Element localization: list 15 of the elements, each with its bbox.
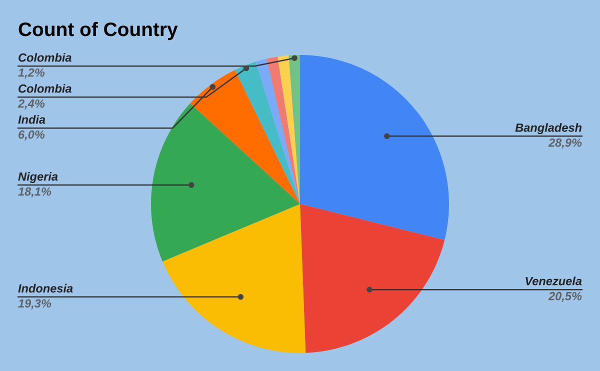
data-label: 19,3% — [18, 299, 52, 310]
slice-label: Venezuela — [526, 276, 582, 286]
data-label: 18,1% — [18, 187, 52, 198]
slice-label: Bangladesh — [515, 123, 582, 134]
chart-title: Count of Country — [18, 22, 178, 40]
data-label: 28,9% — [548, 138, 582, 149]
slice-label: Colombia — [18, 53, 72, 62]
slice-label: Nigeria — [18, 172, 58, 184]
data-label: 2,4% — [18, 99, 45, 110]
slice-label: Indonesia — [18, 284, 73, 293]
slice-label: India — [18, 115, 46, 124]
data-label: 20,5% — [548, 292, 582, 302]
slice-label: Colombia — [18, 84, 72, 93]
data-label: 1,2% — [18, 68, 45, 78]
data-label: 6,0% — [18, 130, 45, 140]
